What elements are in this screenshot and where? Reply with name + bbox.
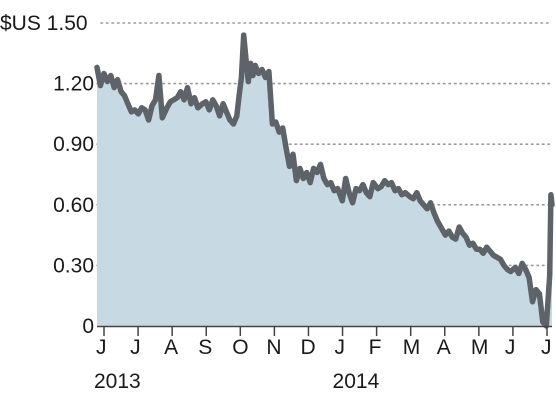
x-tick-label: A [437, 336, 451, 359]
x-tick-label: J [541, 336, 552, 359]
y-tick-label: 1.20 [53, 73, 94, 96]
x-tick-label: M [471, 336, 489, 359]
x-tick-label: J [335, 336, 346, 359]
x-axis [97, 325, 552, 336]
x-tick-label: S [198, 336, 212, 359]
y-tick-label: $US 1.50 [0, 12, 88, 35]
y-tick-label: 0.30 [53, 254, 94, 277]
x-tick-label: F [369, 336, 382, 359]
x-tick-label: N [266, 336, 281, 359]
plot-area [94, 32, 555, 329]
price-line [94, 32, 555, 329]
x-tick-label: J [505, 336, 516, 359]
y-tick-label: 0.60 [53, 194, 94, 217]
y-tick-label: 0.90 [53, 133, 94, 156]
y-axis-labels: 0 0.30 0.60 0.90 1.20 $US 1.50 [0, 12, 94, 338]
x-tick-label: M [403, 336, 421, 359]
x-tick-label: J [130, 336, 141, 359]
year-label: 2014 [333, 370, 380, 393]
year-label: 2013 [94, 370, 141, 393]
y-tick-label: 0 [82, 315, 94, 338]
x-tick-label: O [232, 336, 248, 359]
x-tick-label: D [300, 336, 315, 359]
x-tick-label: J [96, 336, 107, 359]
year-labels: 2013 2014 [94, 370, 380, 393]
x-tick-label: A [164, 336, 178, 359]
